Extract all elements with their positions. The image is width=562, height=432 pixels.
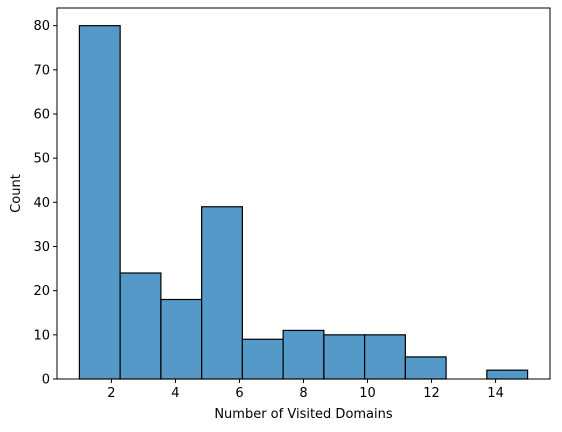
y-tick-label: 70 [33, 63, 50, 78]
histogram-bar [405, 357, 446, 379]
x-axis-label: Number of Visited Domains [214, 407, 393, 422]
y-tick-label: 20 [33, 284, 50, 299]
histogram-bar [487, 370, 528, 379]
histogram-bar [324, 335, 365, 379]
x-tick-label: 14 [487, 386, 504, 401]
y-tick-label: 80 [33, 19, 50, 34]
y-tick-label: 10 [33, 328, 50, 343]
x-tick-label: 2 [107, 386, 115, 401]
x-tick-label: 6 [235, 386, 243, 401]
histogram-bar [161, 300, 202, 380]
histogram-bar [242, 339, 283, 379]
y-tick-label: 60 [33, 108, 50, 123]
histogram-bar [365, 335, 406, 379]
y-tick-label: 0 [42, 373, 50, 388]
histogram-bar [120, 273, 161, 379]
y-tick-label: 30 [33, 240, 50, 255]
x-tick-label: 10 [359, 386, 376, 401]
bars-group [79, 26, 527, 379]
y-tick-label: 40 [33, 196, 50, 211]
histogram-bar [283, 330, 324, 379]
y-axis-ticks: 0 10 20 30 40 50 60 70 80 [33, 19, 57, 387]
x-tick-label: 4 [171, 386, 179, 401]
y-tick-label: 50 [33, 152, 50, 167]
y-axis-label: Count [9, 174, 24, 213]
x-axis-ticks: 2 4 6 8 10 12 14 [107, 379, 504, 401]
histogram-bar [202, 207, 243, 379]
x-tick-label: 12 [423, 386, 440, 401]
x-tick-label: 8 [299, 386, 307, 401]
histogram-bar [79, 26, 120, 379]
